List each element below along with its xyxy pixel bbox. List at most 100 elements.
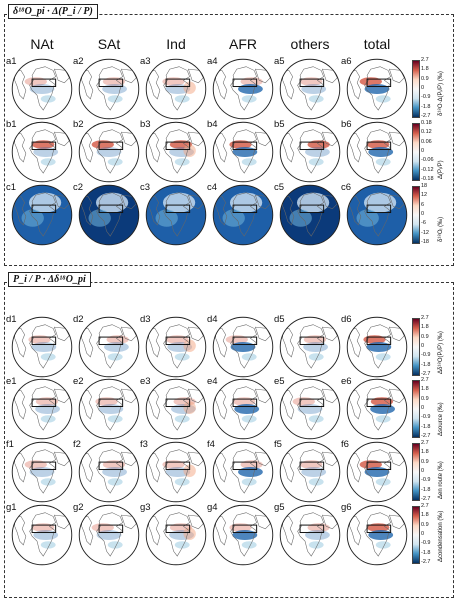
panel-label-g2: g2: [73, 502, 84, 513]
colorbar-tick: 2.7: [421, 57, 429, 63]
map-b3: [145, 121, 207, 183]
colorbar-tick: -0.06: [421, 157, 434, 164]
map-e3: [145, 378, 207, 440]
bottom-section-title: P_i / P · Δδ¹⁸O_pi: [8, 272, 91, 287]
colorbar-tick: -0.9: [421, 477, 431, 484]
colorbar-g: [412, 506, 420, 564]
panel-label-f4: f4: [207, 439, 215, 450]
panel-label-c1: c1: [6, 182, 17, 193]
colorbar-tick: 0.9: [421, 75, 429, 82]
map-a1: [11, 58, 73, 120]
column-header-ind: Ind: [166, 36, 186, 52]
colorbar-tick: 0.9: [421, 521, 429, 528]
colorbar-tick: 0.18: [421, 120, 432, 126]
colorbar-tick: 2.7: [421, 440, 429, 446]
colorbar-tick: 0: [421, 405, 425, 411]
colorbar-tick: 2.7: [421, 503, 429, 509]
colorbar-tick: 2.7: [421, 377, 429, 383]
colorbar-b: [412, 123, 420, 181]
colorbar-c: [412, 186, 420, 244]
colorbar-tick: -0.9: [421, 352, 431, 359]
panel-label-f5: f5: [274, 439, 282, 450]
top-section-box: [4, 14, 454, 266]
colorbar-label-e: Δsource (‰): [438, 402, 444, 436]
column-header-nat: NAt: [30, 36, 54, 52]
colorbar-tick: 2.7: [421, 315, 429, 321]
map-b4: [212, 121, 274, 183]
colorbar-f: [412, 443, 420, 501]
colorbar-tick: -2.7: [421, 433, 431, 439]
colorbar-e: [412, 380, 420, 438]
map-f2: [78, 441, 140, 503]
colorbar-tick: 1.8: [421, 324, 429, 331]
panel-label-b5: b5: [274, 119, 285, 130]
colorbar-tick: -12: [421, 229, 429, 236]
panel-label-a1: a1: [6, 56, 17, 67]
map-b5: [279, 121, 341, 183]
map-e1: [11, 378, 73, 440]
map-d3: [145, 316, 207, 378]
colorbar-tick: -6: [421, 220, 426, 227]
panel-label-f2: f2: [73, 439, 81, 450]
colorbar-tick: -0.18: [421, 176, 434, 182]
colorbar-tick: 0: [421, 343, 425, 349]
map-a3: [145, 58, 207, 120]
colorbar-tick: 0: [421, 468, 425, 474]
map-c5: [279, 184, 341, 246]
map-f3: [145, 441, 207, 503]
colorbar-tick: 6: [421, 201, 425, 208]
colorbar-tick: 0: [421, 85, 425, 91]
colorbar-tick: 0.06: [421, 138, 432, 145]
colorbar-tick: 0: [421, 531, 425, 537]
panel-label-f6: f6: [341, 439, 349, 450]
colorbar-tick: -0.9: [421, 540, 431, 547]
panel-label-c3: c3: [140, 182, 151, 193]
colorbar-tick: 0.9: [421, 458, 429, 465]
map-a6: [346, 58, 408, 120]
colorbar-label-g: Δcondensation (‰): [438, 510, 444, 562]
panel-label-c5: c5: [274, 182, 285, 193]
panel-label-e2: e2: [73, 376, 84, 387]
map-e2: [78, 378, 140, 440]
map-b6: [346, 121, 408, 183]
map-c2: [78, 184, 140, 246]
map-g5: [279, 504, 341, 566]
map-c3: [145, 184, 207, 246]
map-c1: [11, 184, 73, 246]
panel-label-f3: f3: [140, 439, 148, 450]
panel-label-b4: b4: [207, 119, 218, 130]
colorbar-tick: -1.8: [421, 486, 431, 493]
panel-label-b3: b3: [140, 119, 151, 130]
panel-label-d2: d2: [73, 314, 84, 325]
panel-label-g4: g4: [207, 502, 218, 513]
panel-label-d1: d1: [6, 314, 17, 325]
top-section-title: δ¹⁸O_pi · Δ(P_i / P): [8, 4, 98, 19]
colorbar-tick: -0.9: [421, 94, 431, 101]
map-g4: [212, 504, 274, 566]
colorbar-label-b: Δ(Pᵢ/P): [438, 160, 444, 179]
map-e6: [346, 378, 408, 440]
panel-label-d3: d3: [140, 314, 151, 325]
colorbar-label-a: δ¹⁸O·Δ(Pᵢ/P) (‰): [438, 71, 444, 116]
map-f5: [279, 441, 341, 503]
colorbar-tick: -1.8: [421, 103, 431, 110]
colorbar-tick: -0.12: [421, 166, 434, 173]
colorbar-tick: -0.9: [421, 414, 431, 421]
panel-label-a5: a5: [274, 56, 285, 67]
panel-label-a6: a6: [341, 56, 352, 67]
colorbar-tick: 1.8: [421, 512, 429, 519]
panel-label-d5: d5: [274, 314, 285, 325]
colorbar-tick: 0: [421, 211, 425, 217]
panel-label-d6: d6: [341, 314, 352, 325]
map-d1: [11, 316, 73, 378]
panel-label-a4: a4: [207, 56, 218, 67]
panel-label-g3: g3: [140, 502, 151, 513]
map-c6: [346, 184, 408, 246]
colorbar-label-f: Δen route (‰): [438, 461, 444, 499]
map-g3: [145, 504, 207, 566]
panel-label-b1: b1: [6, 119, 17, 130]
panel-label-d4: d4: [207, 314, 218, 325]
panel-label-e4: e4: [207, 376, 218, 387]
panel-label-e1: e1: [6, 376, 17, 387]
panel-label-a2: a2: [73, 56, 84, 67]
